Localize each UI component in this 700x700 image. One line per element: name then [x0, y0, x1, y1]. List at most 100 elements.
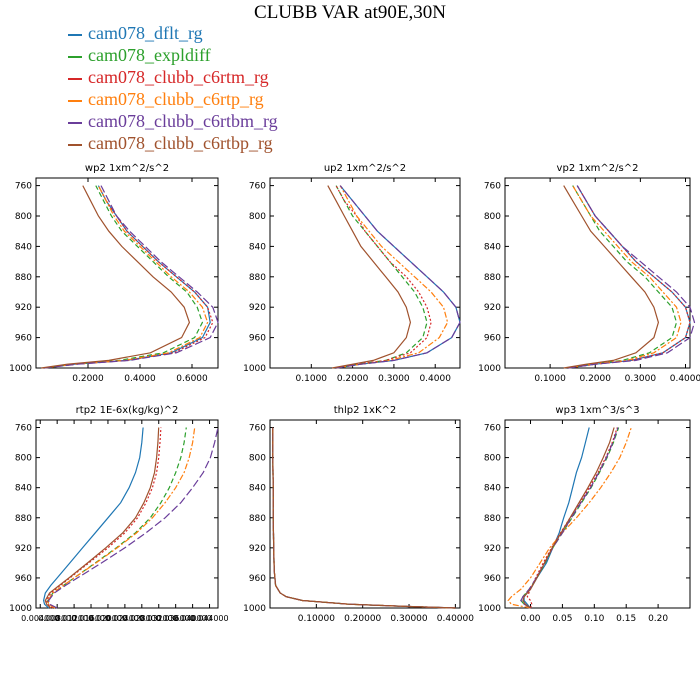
legend-swatch — [68, 144, 82, 146]
y-tick-label: 1000 — [9, 604, 32, 614]
series-line — [43, 185, 204, 369]
y-tick-label: 800 — [249, 454, 266, 464]
series-line — [44, 427, 160, 609]
legend-swatch — [68, 56, 82, 58]
y-tick-label: 920 — [249, 544, 266, 554]
x-tick-label: 0.004000 — [21, 614, 59, 623]
series-line — [43, 185, 211, 369]
y-tick-label: 760 — [249, 424, 266, 434]
x-tick-label: 0.10 — [584, 614, 604, 624]
y-tick-label: 960 — [15, 334, 32, 344]
y-tick-label: 960 — [484, 334, 501, 344]
legend-item: cam078_expldiff — [68, 44, 278, 66]
series-line — [43, 185, 209, 369]
panel-title: vp2 1xm^2/s^2 — [557, 163, 639, 174]
y-tick-label: 840 — [15, 242, 32, 252]
x-tick-label: 0.05 — [552, 614, 572, 624]
x-tick-label: 0.4000 — [124, 374, 156, 384]
series-line — [568, 185, 696, 369]
y-tick-label: 800 — [484, 212, 501, 222]
y-tick-label: 920 — [15, 303, 32, 313]
y-tick-label: 960 — [249, 574, 266, 584]
plot-frame — [504, 419, 691, 609]
x-tick-label: 0.30000 — [390, 614, 427, 624]
x-tick-label: 0.20 — [648, 614, 668, 624]
y-tick-label: 760 — [484, 424, 501, 434]
y-tick-label: 840 — [249, 484, 266, 494]
y-tick-label: 760 — [15, 424, 32, 434]
x-tick-label: 0.3000 — [378, 374, 410, 384]
panel-title: thlp2 1xK^2 — [334, 405, 397, 416]
x-tick-label: 0.6000 — [176, 374, 208, 384]
panel-title: rtp2 1E-6x(kg/kg)^2 — [76, 405, 179, 416]
x-tick-label: 0.028000 — [123, 614, 161, 623]
plot-frame — [35, 177, 219, 369]
x-tick-label: 0.40000 — [437, 614, 474, 624]
y-tick-label: 880 — [249, 514, 266, 524]
x-tick-label: 0.4000 — [419, 374, 451, 384]
y-tick-label: 920 — [249, 303, 266, 313]
y-tick-label: 1000 — [243, 364, 266, 374]
y-tick-label: 1000 — [243, 604, 266, 614]
panel-title: up2 1xm^2/s^2 — [324, 163, 406, 174]
y-tick-label: 960 — [249, 334, 266, 344]
y-tick-label: 920 — [484, 303, 501, 313]
series-line — [526, 427, 618, 609]
legend-label: cam078_dflt_rg — [88, 23, 203, 43]
x-tick-label: 0.00 — [520, 614, 540, 624]
legend: cam078_dflt_rg cam078_expldiff cam078_cl… — [68, 22, 278, 154]
x-tick-label: 0.040000 — [174, 614, 212, 623]
chart-panel: thlp2 1xK^2 760 800 840 880 920 960 1000 0.10000… — [243, 405, 474, 624]
plot-frame — [269, 419, 461, 609]
series-line — [45, 427, 162, 609]
x-tick-label: 0.2000 — [579, 374, 611, 384]
y-tick-label: 960 — [484, 574, 501, 584]
series-line — [272, 427, 456, 609]
series-line — [272, 427, 456, 609]
y-tick-label: 840 — [249, 242, 266, 252]
y-tick-label: 1000 — [478, 604, 501, 614]
series-line — [336, 185, 461, 369]
series-line — [568, 185, 691, 369]
series-line — [272, 427, 456, 609]
legend-swatch — [68, 34, 82, 36]
x-tick-label: 0.032000 — [140, 614, 178, 623]
legend-swatch — [68, 100, 82, 102]
y-tick-label: 800 — [484, 454, 501, 464]
series-line — [336, 185, 449, 369]
series-line — [568, 185, 678, 369]
x-tick-label: 0.15 — [616, 614, 636, 624]
x-tick-label: 0.1000 — [534, 374, 566, 384]
x-tick-label: 0.012000 — [55, 614, 93, 623]
x-tick-label: 0.20000 — [344, 614, 381, 624]
series-line — [43, 185, 219, 369]
y-tick-label: 960 — [15, 574, 32, 584]
y-tick-label: 880 — [249, 273, 266, 283]
series-line — [272, 427, 456, 609]
series-line — [520, 427, 619, 609]
series-line — [327, 185, 412, 369]
legend-swatch — [68, 78, 82, 80]
legend-item: cam078_clubb_c6rtbm_rg — [68, 110, 278, 132]
y-tick-label: 840 — [484, 484, 501, 494]
series-line — [335, 185, 428, 369]
series-line — [42, 427, 144, 609]
y-tick-label: 920 — [15, 544, 32, 554]
legend-item: cam078_clubb_c6rtm_rg — [68, 66, 278, 88]
series-line — [335, 185, 432, 369]
x-tick-label: 0.008000 — [38, 614, 76, 623]
chart-panel: up2 1xm^2/s^2 760 800 840 880 920 960 1000 0.100… — [243, 163, 461, 384]
legend-item: cam078_clubb_c6rtbp_rg — [68, 132, 278, 154]
panel-title: wp2 1xm^2/s^2 — [85, 163, 169, 174]
legend-label: cam078_clubb_c6rtbp_rg — [88, 133, 273, 153]
x-tick-label: 0.2000 — [72, 374, 104, 384]
x-tick-label: 0.2000 — [337, 374, 369, 384]
chart-panel: vp2 1xm^2/s^2 760 800 840 880 920 960 1000 0.100… — [478, 163, 700, 384]
series-line — [48, 427, 219, 609]
series-line — [272, 427, 456, 609]
y-tick-label: 880 — [484, 514, 501, 524]
panel-title: wp3 1xm^3/s^3 — [555, 405, 639, 416]
series-line — [522, 427, 615, 609]
y-tick-label: 800 — [15, 212, 32, 222]
plot-frame — [35, 419, 219, 609]
